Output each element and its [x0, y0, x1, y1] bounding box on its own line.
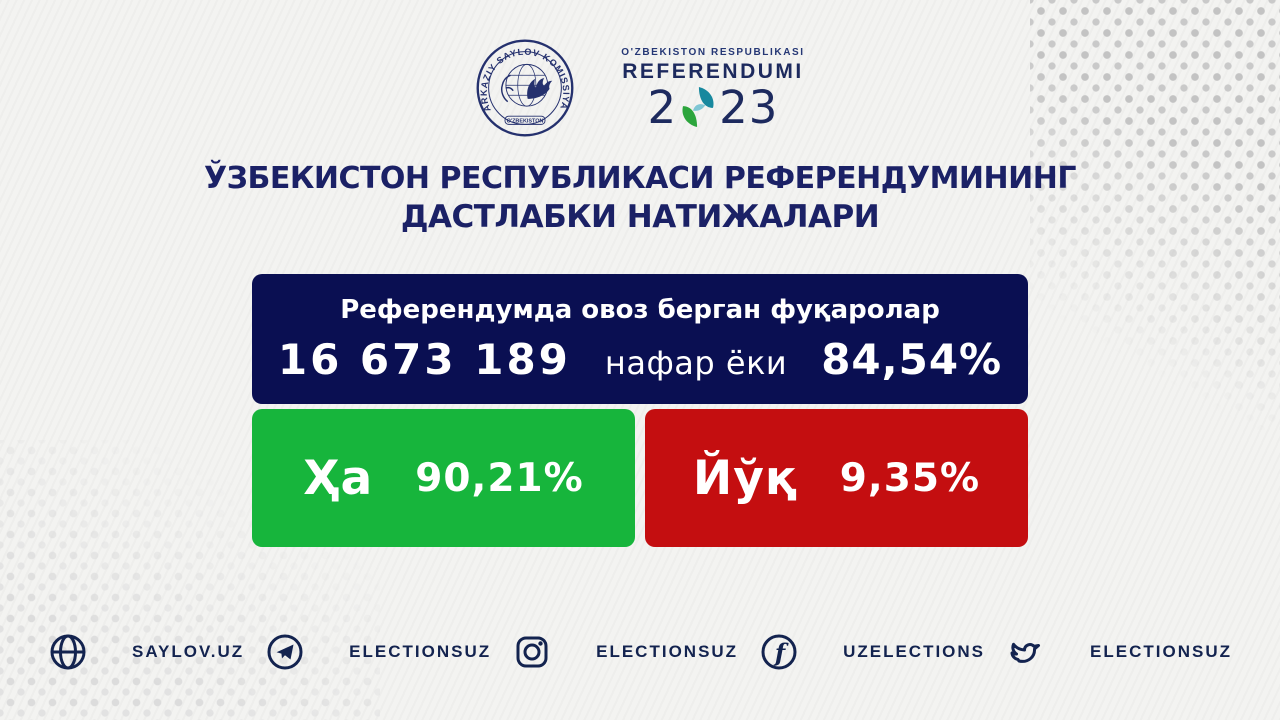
page-title: ЎЗБЕКИСТОН РЕСПУБЛИКАСИ РЕФЕРЕНДУМИНИНГ … [0, 160, 1280, 236]
yes-percent: 90,21% [415, 455, 584, 501]
no-label: Йўқ [692, 450, 798, 506]
title-line-2: ДАСТЛАБКИ НАТИЖАЛАРИ [400, 198, 880, 235]
leaf-zero-icon [682, 87, 714, 127]
referendum-2023-logo: O'ZBEKISTON RESPUBLIKASI REFERENDUMI 2 2… [621, 47, 804, 130]
no-result-panel: Йўқ 9,35% [645, 409, 1028, 547]
social-label-instagram: ELECTIONSUZ [596, 642, 739, 661]
results-row: Ҳа 90,21% Йўқ 9,35% [252, 409, 1028, 547]
turnout-figures: 16 673 189 нафар ёки 84,54% [278, 335, 1002, 384]
logo-year-2023: 2 23 [648, 85, 779, 130]
twitter-icon [1010, 642, 1041, 663]
header-logos: MARKAZIY SAYLOV KOMISSIYASI O'ZBEKISTON … [0, 38, 1280, 138]
turnout-panel: Референдумда овоз берган фуқаролар 16 67… [252, 274, 1028, 404]
no-percent: 9,35% [839, 455, 981, 501]
turnout-unit-text: нафар ёки [604, 343, 788, 382]
social-links-row: SAYLOV.UZ ELECTIONSUZ ELECTIONSUZ f UZEL… [48, 630, 1232, 674]
central-election-commission-seal: MARKAZIY SAYLOV KOMISSIYASI O'ZBEKISTON [475, 38, 574, 137]
seal-ring-text: MARKAZIY SAYLOV KOMISSIYASI [475, 38, 570, 113]
yes-label: Ҳа [303, 450, 374, 506]
telegram-icon [267, 634, 303, 670]
seal-banner-text: O'ZBEKISTON [507, 119, 544, 125]
globe-icon [50, 634, 86, 670]
turnout-percent: 84,54% [821, 334, 1003, 384]
logo-country-line: O'ZBEKISTON RESPUBLIKASI [621, 46, 805, 58]
social-label-website: SAYLOV.UZ [132, 642, 245, 661]
social-label-telegram: ELECTIONSUZ [349, 642, 492, 661]
turnout-voter-count: 16 673 189 [277, 334, 571, 384]
facebook-icon: f [761, 634, 797, 670]
year-digit-2: 2 [647, 80, 678, 134]
social-item-twitter: ELECTIONSUZ [1006, 632, 1232, 672]
social-item-facebook: f UZELECTIONS [759, 632, 985, 672]
social-label-twitter: ELECTIONSUZ [1090, 642, 1232, 661]
instagram-icon [516, 636, 548, 668]
turnout-label: Референдумда овоз берган фуқаролар [340, 294, 940, 325]
yes-result-panel: Ҳа 90,21% [252, 409, 635, 547]
title-line-1: ЎЗБЕКИСТОН РЕСПУБЛИКАСИ РЕФЕРЕНДУМИНИНГ [204, 161, 1076, 196]
logo-referendum-word: REFERENDUMI [622, 59, 804, 83]
social-label-facebook: UZELECTIONS [843, 642, 986, 661]
year-digits-23: 23 [719, 80, 779, 134]
seal-hand-icon [501, 74, 515, 103]
social-item-website: SAYLOV.UZ [48, 632, 244, 672]
facebook-f-glyph: f [773, 638, 789, 667]
social-item-instagram: ELECTIONSUZ [512, 632, 738, 672]
social-item-telegram: ELECTIONSUZ [265, 632, 491, 672]
seal-bird-icon [527, 78, 553, 99]
svg-text:MARKAZIY SAYLOV KOMISSIYASI: MARKAZIY SAYLOV KOMISSIYASI [475, 38, 571, 113]
